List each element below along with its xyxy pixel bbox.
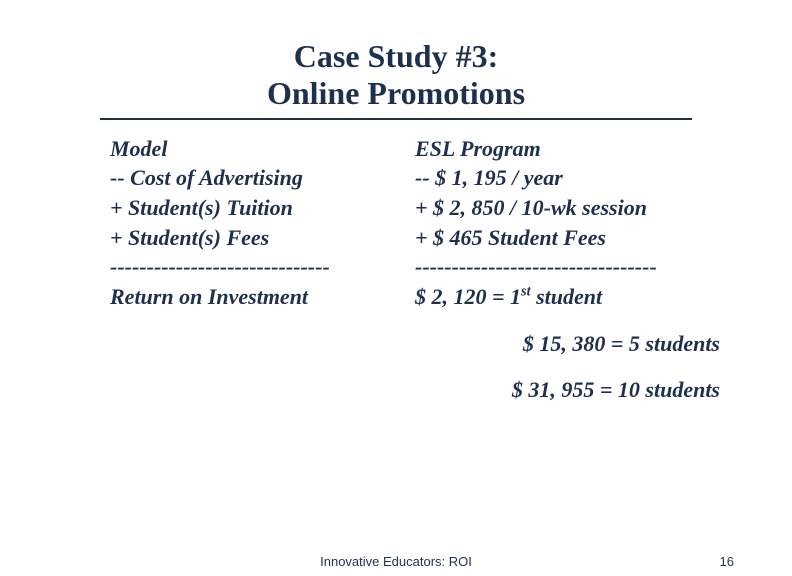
model-tuition: + Student(s) Tuition [110,193,415,223]
model-divider: ------------------------------ [110,252,415,282]
roi-10-students: $ 31, 955 = 10 students [0,376,792,405]
roi-1-sup: st [521,284,531,300]
esl-cost: -- $ 1, 195 / year [415,163,752,193]
esl-heading: ESL Program [415,134,752,164]
page-number: 16 [720,554,734,569]
esl-tuition: + $ 2, 850 / 10-wk session [415,193,752,223]
model-fees: + Student(s) Fees [110,223,415,253]
model-column: Model -- Cost of Advertising + Student(s… [110,134,415,312]
footer-text: Innovative Educators: ROI [320,554,472,569]
model-cost: -- Cost of Advertising [110,163,415,193]
model-roi: Return on Investment [110,282,415,312]
esl-divider: --------------------------------- [415,252,752,282]
slide: Case Study #3: Online Promotions Model -… [0,0,792,576]
content-columns: Model -- Cost of Advertising + Student(s… [0,120,792,312]
esl-roi-1-student: $ 2, 120 = 1st student [415,282,752,312]
title-line-1: Case Study #3: [0,38,792,75]
title-line-2: Online Promotions [0,75,792,112]
model-heading: Model [110,134,415,164]
title-block: Case Study #3: Online Promotions [0,0,792,120]
roi-1-pre: $ 2, 120 = 1 [415,284,521,309]
roi-5-students: $ 15, 380 = 5 students [0,330,792,359]
roi-1-post: student [531,284,603,309]
esl-column: ESL Program -- $ 1, 195 / year + $ 2, 85… [415,134,752,312]
esl-fees: + $ 465 Student Fees [415,223,752,253]
